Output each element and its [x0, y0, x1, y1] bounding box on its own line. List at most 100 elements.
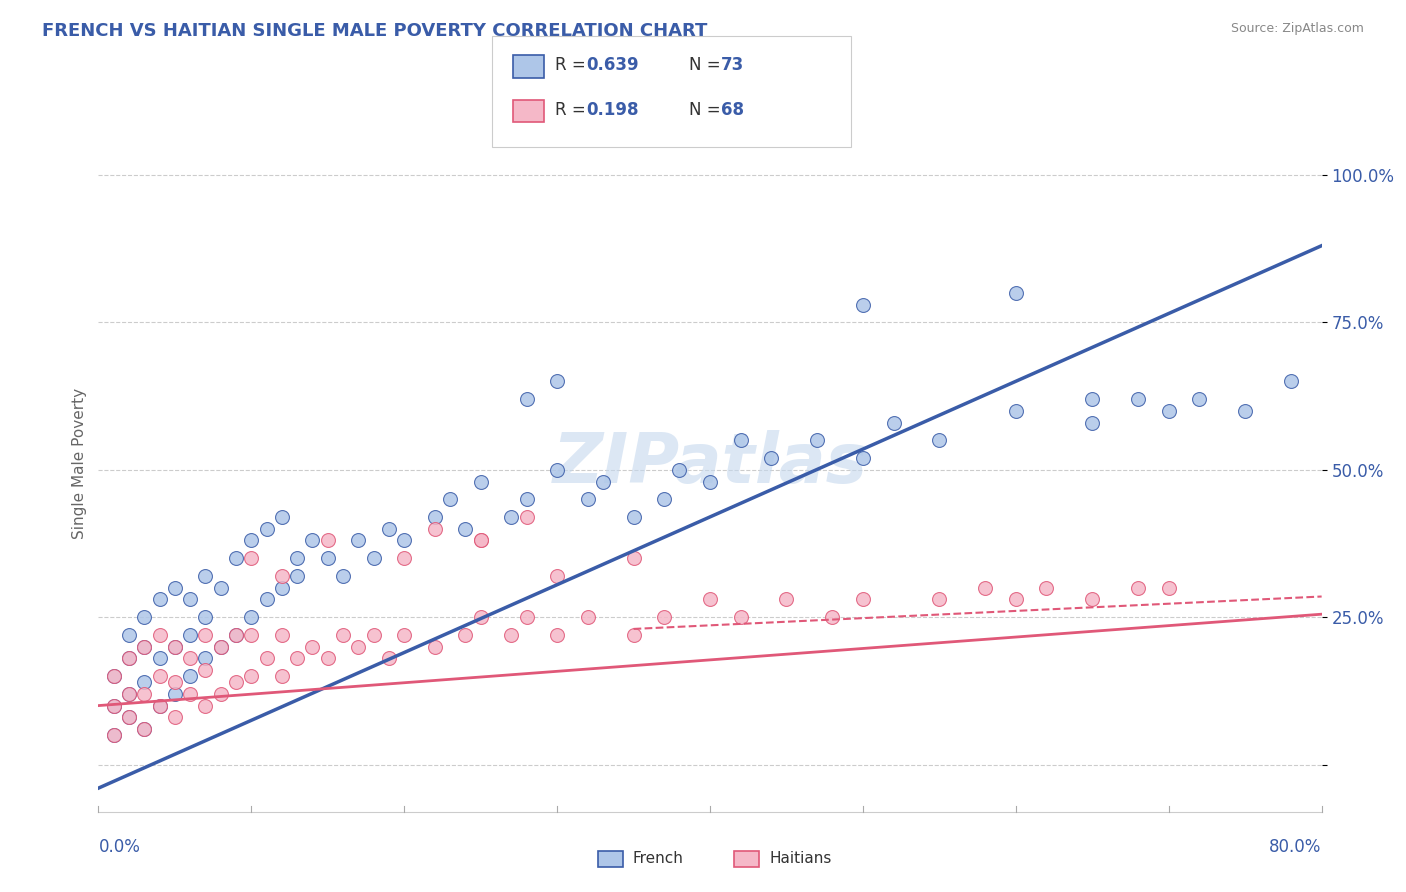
Text: 80.0%: 80.0% — [1270, 838, 1322, 856]
Point — [270, 581, 292, 595]
Point — [623, 509, 645, 524]
Point — [118, 628, 141, 642]
Y-axis label: Single Male Poverty: Single Male Poverty — [72, 388, 87, 540]
Point — [149, 628, 172, 642]
Point — [623, 551, 645, 566]
Point — [194, 651, 217, 665]
Point — [516, 610, 538, 624]
Point — [546, 569, 568, 583]
Point — [163, 581, 186, 595]
Point — [668, 463, 690, 477]
Point — [546, 463, 568, 477]
Point — [730, 434, 752, 448]
Point — [301, 533, 323, 548]
Point — [378, 522, 401, 536]
Point — [103, 728, 125, 742]
Point — [439, 492, 461, 507]
Point — [194, 698, 217, 713]
Point — [423, 522, 446, 536]
Point — [546, 374, 568, 388]
Point — [209, 640, 232, 654]
Point — [392, 628, 416, 642]
Point — [134, 722, 156, 736]
Text: ZIPatlas: ZIPatlas — [553, 430, 868, 498]
Point — [225, 628, 247, 642]
Point — [179, 651, 201, 665]
Point — [256, 592, 278, 607]
Point — [730, 610, 752, 624]
Point — [103, 728, 125, 742]
Point — [316, 533, 339, 548]
Point — [103, 698, 125, 713]
Point — [149, 698, 172, 713]
Point — [1234, 404, 1257, 418]
Point — [1004, 592, 1026, 607]
Point — [699, 475, 721, 489]
Point — [209, 687, 232, 701]
Point — [821, 610, 844, 624]
Point — [1004, 404, 1026, 418]
Point — [194, 663, 217, 677]
Point — [240, 628, 263, 642]
Point — [194, 610, 217, 624]
Text: 0.198: 0.198 — [586, 101, 638, 119]
Text: 68: 68 — [721, 101, 744, 119]
Point — [240, 533, 263, 548]
Point — [209, 640, 232, 654]
Point — [1035, 581, 1057, 595]
Point — [134, 675, 156, 690]
Point — [240, 669, 263, 683]
Point — [179, 592, 201, 607]
Point — [225, 675, 247, 690]
Point — [378, 651, 401, 665]
Point — [103, 669, 125, 683]
Point — [852, 450, 875, 465]
Point — [576, 492, 599, 507]
Point — [163, 687, 186, 701]
Point — [501, 628, 523, 642]
Text: French: French — [633, 852, 683, 866]
Text: N =: N = — [689, 56, 725, 74]
Point — [103, 698, 125, 713]
Point — [163, 675, 186, 690]
Point — [134, 640, 156, 654]
Point — [454, 522, 477, 536]
Point — [623, 628, 645, 642]
Point — [852, 592, 875, 607]
Point — [1279, 374, 1302, 388]
Point — [134, 722, 156, 736]
Text: 73: 73 — [721, 56, 745, 74]
Point — [256, 651, 278, 665]
Text: FRENCH VS HAITIAN SINGLE MALE POVERTY CORRELATION CHART: FRENCH VS HAITIAN SINGLE MALE POVERTY CO… — [42, 22, 707, 40]
Point — [928, 434, 950, 448]
Point — [1157, 404, 1180, 418]
Point — [240, 610, 263, 624]
Point — [699, 592, 721, 607]
Point — [1004, 285, 1026, 300]
Point — [363, 628, 385, 642]
Point — [225, 551, 247, 566]
Point — [546, 628, 568, 642]
Point — [118, 710, 141, 724]
Point — [347, 533, 370, 548]
Point — [1081, 592, 1104, 607]
Point — [149, 592, 172, 607]
Point — [118, 651, 141, 665]
Point — [470, 475, 492, 489]
Point — [316, 551, 339, 566]
Point — [270, 509, 292, 524]
Point — [118, 687, 141, 701]
Point — [1128, 392, 1150, 406]
Point — [285, 651, 308, 665]
Text: Source: ZipAtlas.com: Source: ZipAtlas.com — [1230, 22, 1364, 36]
Point — [1128, 581, 1150, 595]
Point — [454, 628, 477, 642]
Point — [470, 533, 492, 548]
Point — [1081, 392, 1104, 406]
Point — [516, 392, 538, 406]
Point — [163, 640, 186, 654]
Point — [118, 651, 141, 665]
Point — [806, 434, 828, 448]
Point — [316, 651, 339, 665]
Point — [270, 669, 292, 683]
